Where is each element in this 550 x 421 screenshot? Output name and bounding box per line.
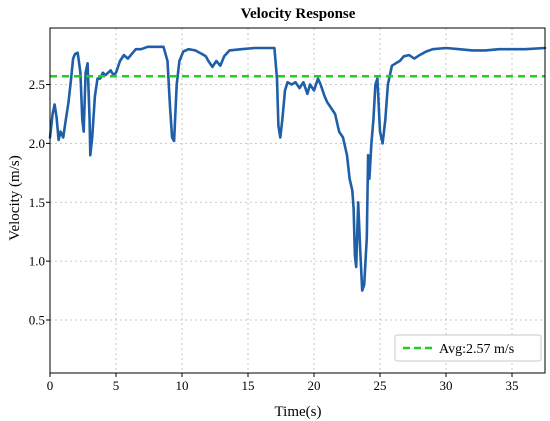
velocity-line bbox=[48, 45, 547, 292]
x-tick-label: 25 bbox=[374, 378, 387, 393]
x-tick-label: 15 bbox=[242, 378, 255, 393]
x-axis-label: Time(s) bbox=[275, 404, 322, 420]
plot-frame bbox=[49, 27, 546, 374]
chart-title: Velocity Response bbox=[241, 6, 356, 22]
y-tick-label: 2.5 bbox=[29, 77, 45, 92]
x-tick-label: 20 bbox=[308, 378, 321, 393]
axis-ticks: 0 5 10 15 20 25 30 35 0.5 1.0 1.5 2.0 2.5 bbox=[29, 77, 519, 393]
legend: Avg:2.57 m/s bbox=[394, 334, 542, 362]
y-tick-label: 0.5 bbox=[29, 313, 45, 328]
legend-label: Avg:2.57 m/s bbox=[439, 342, 514, 357]
y-axis-label: Velocity (m/s) bbox=[7, 155, 23, 240]
x-tick-label: 5 bbox=[113, 378, 120, 393]
x-tick-label: 10 bbox=[176, 378, 189, 393]
x-tick-label: 35 bbox=[506, 378, 519, 393]
grid-lines bbox=[49, 28, 545, 373]
y-tick-label: 2.0 bbox=[29, 136, 45, 151]
x-tick-label: 30 bbox=[440, 378, 453, 393]
legend-box bbox=[394, 334, 542, 362]
x-tick-label: 0 bbox=[47, 378, 54, 393]
y-tick-label: 1.5 bbox=[29, 195, 45, 210]
y-tick-label: 1.0 bbox=[29, 254, 45, 269]
plot-series bbox=[48, 45, 547, 292]
